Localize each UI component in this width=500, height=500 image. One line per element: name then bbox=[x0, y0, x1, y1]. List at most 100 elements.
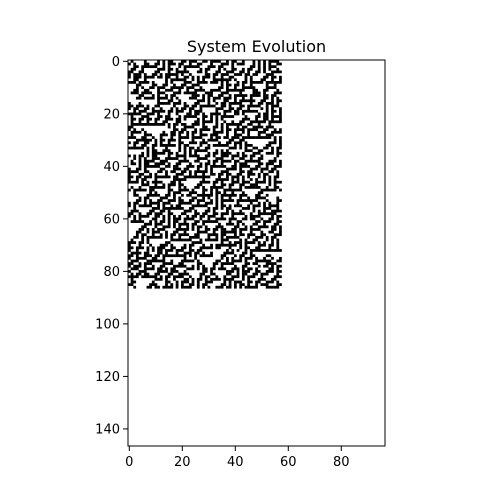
heatmap-cell bbox=[196, 94, 200, 97]
heatmap-cell bbox=[167, 254, 171, 258]
heatmap-cell bbox=[183, 212, 187, 216]
heatmap-cell bbox=[220, 91, 224, 95]
heatmap-cell bbox=[188, 238, 192, 242]
heatmap-cell bbox=[244, 262, 248, 265]
heatmap-cell bbox=[162, 133, 166, 137]
heatmap-cell bbox=[215, 201, 219, 205]
heatmap-cell bbox=[162, 159, 166, 163]
heatmap-cell bbox=[196, 259, 200, 263]
heatmap-cell bbox=[210, 133, 213, 137]
heatmap-cell bbox=[212, 125, 216, 129]
x-axis: 0 20 40 60 80 bbox=[125, 446, 350, 470]
heatmap-cell bbox=[276, 283, 280, 286]
heatmap-cell bbox=[249, 83, 253, 87]
heatmap-cell bbox=[196, 280, 200, 284]
heatmap-cell bbox=[199, 62, 203, 66]
heatmap-cell bbox=[133, 241, 137, 244]
heatmap-cell bbox=[204, 180, 208, 184]
heatmap-cell bbox=[276, 88, 280, 92]
heatmap-cell bbox=[149, 259, 152, 263]
heatmap-cell bbox=[223, 62, 227, 66]
heatmap-cell bbox=[265, 117, 269, 121]
heatmap-cell bbox=[135, 65, 139, 69]
heatmap-cell bbox=[244, 86, 248, 90]
heatmap-cell bbox=[271, 130, 274, 134]
heatmap-cell bbox=[271, 60, 274, 63]
heatmap-cell bbox=[252, 272, 256, 276]
heatmap-cell bbox=[228, 246, 232, 250]
heatmap-cell bbox=[249, 128, 253, 132]
heatmap-cell bbox=[236, 62, 240, 66]
heatmap-cell bbox=[204, 267, 208, 271]
heatmap-cell bbox=[130, 246, 134, 250]
heatmap-cell bbox=[154, 259, 158, 263]
heatmap-cell bbox=[202, 141, 205, 145]
heatmap-cell bbox=[244, 165, 248, 168]
heatmap-cell bbox=[231, 180, 235, 184]
heatmap-cell bbox=[204, 170, 208, 174]
heatmap-cell bbox=[204, 157, 208, 160]
heatmap-cell bbox=[175, 128, 179, 132]
heatmap-cell bbox=[191, 141, 195, 145]
heatmap-cell bbox=[257, 136, 261, 139]
heatmap-cell bbox=[239, 99, 243, 103]
heatmap-cell bbox=[228, 94, 232, 97]
heatmap-cell bbox=[226, 235, 229, 239]
heatmap-cell bbox=[228, 102, 232, 105]
heatmap-cell bbox=[146, 149, 150, 153]
heatmap-cell bbox=[215, 102, 219, 105]
heatmap-cell bbox=[194, 186, 198, 189]
heatmap-cell bbox=[151, 207, 155, 210]
heatmap-cell bbox=[146, 107, 150, 111]
heatmap-cell bbox=[130, 70, 134, 74]
heatmap-cell bbox=[143, 62, 147, 66]
heatmap-cell bbox=[162, 186, 166, 189]
heatmap-cell bbox=[218, 267, 221, 271]
heatmap-cell bbox=[226, 212, 229, 216]
heatmap-cell bbox=[257, 125, 261, 129]
heatmap-cell bbox=[138, 104, 142, 108]
heatmap-cell bbox=[223, 183, 227, 187]
heatmap-cell bbox=[128, 62, 131, 66]
heatmap-cell bbox=[194, 154, 198, 158]
heatmap-cell bbox=[257, 157, 261, 160]
heatmap-cell bbox=[175, 220, 179, 223]
heatmap-cell bbox=[263, 277, 266, 281]
heatmap-cell bbox=[183, 264, 187, 268]
heatmap-cell bbox=[226, 83, 229, 87]
heatmap-cell bbox=[247, 136, 251, 139]
heatmap-cell bbox=[170, 207, 174, 210]
heatmap-cell bbox=[199, 262, 203, 265]
heatmap-cell bbox=[178, 225, 182, 229]
heatmap-cell bbox=[199, 272, 203, 276]
heatmap-cell bbox=[247, 275, 251, 279]
heatmap-cell bbox=[138, 112, 142, 116]
heatmap-cell bbox=[143, 275, 147, 279]
heatmap-cell bbox=[279, 144, 282, 147]
heatmap-cell bbox=[204, 270, 208, 273]
heatmap-cell bbox=[133, 170, 137, 174]
heatmap-cell bbox=[223, 238, 227, 242]
heatmap-cell bbox=[231, 70, 235, 74]
heatmap-cell bbox=[157, 259, 160, 263]
heatmap-cell bbox=[249, 225, 253, 229]
heatmap-cell bbox=[276, 62, 280, 66]
heatmap-cell bbox=[236, 259, 240, 263]
heatmap-cell bbox=[252, 60, 256, 63]
heatmap-cell bbox=[186, 251, 190, 255]
heatmap-cell bbox=[207, 214, 211, 218]
heatmap-cell bbox=[233, 204, 237, 208]
heatmap-cell bbox=[154, 220, 158, 223]
heatmap-cell bbox=[273, 128, 277, 132]
heatmap-cell bbox=[154, 207, 158, 210]
heatmap-cell bbox=[263, 130, 266, 134]
heatmap-cell bbox=[133, 235, 137, 239]
heatmap-cell bbox=[199, 104, 203, 108]
heatmap-cell bbox=[191, 196, 195, 200]
heatmap-cell bbox=[173, 138, 176, 142]
heatmap-cell bbox=[241, 88, 245, 92]
heatmap-cell bbox=[204, 204, 208, 208]
heatmap-cell bbox=[231, 209, 235, 213]
heatmap-cell bbox=[231, 165, 235, 168]
heatmap-cell bbox=[220, 235, 224, 239]
